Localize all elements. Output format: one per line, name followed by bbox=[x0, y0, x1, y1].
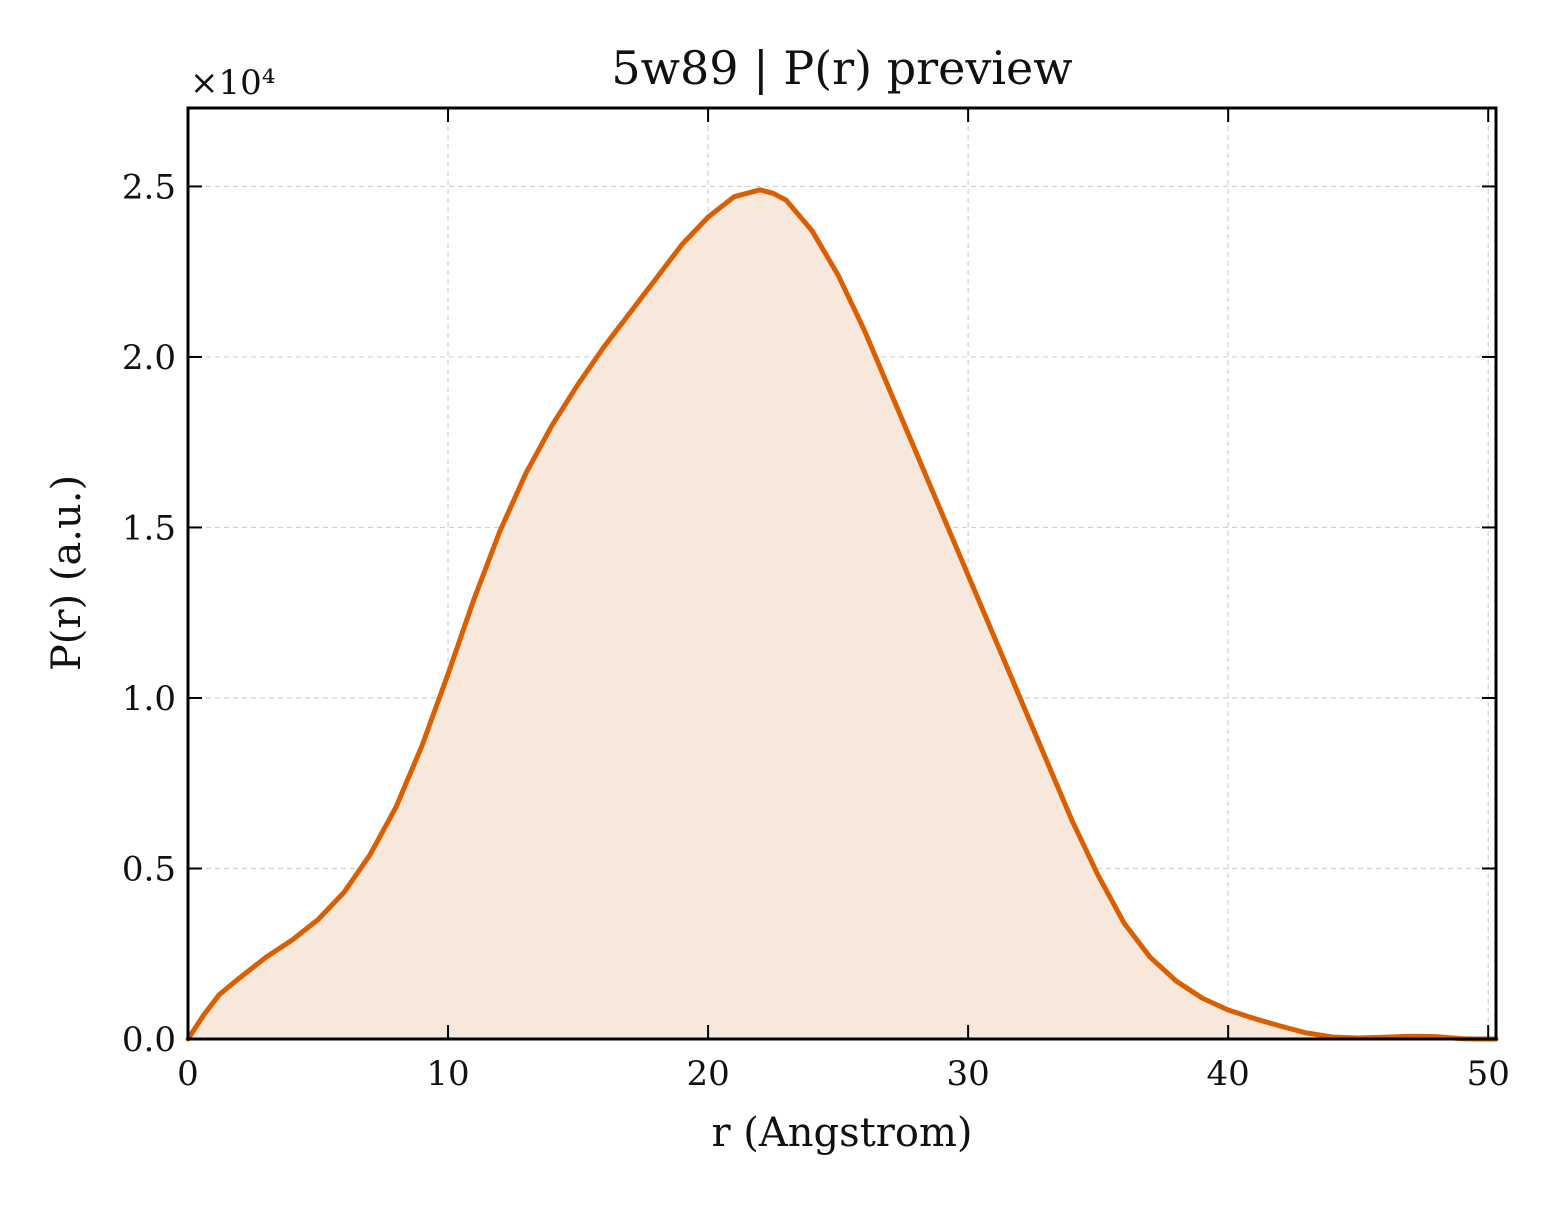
area-fill bbox=[188, 189, 1496, 1040]
y-tick-label: 0.0 bbox=[122, 1020, 176, 1060]
y-tick-label: 2.0 bbox=[122, 338, 176, 378]
tick-layer: 0 10 20 30 40 50 0.0 0.5 1.0 1.5 2.0 2.5 bbox=[122, 108, 1510, 1094]
y-tick-label: 1.0 bbox=[122, 679, 176, 719]
y-tick-label: 2.5 bbox=[122, 167, 176, 207]
series-line bbox=[185, 187, 1499, 1042]
y-multiplier-label: ×10⁴ bbox=[190, 63, 275, 103]
x-tick-label: 0 bbox=[177, 1054, 199, 1094]
x-tick-label: 50 bbox=[1467, 1054, 1510, 1094]
x-tick-label: 30 bbox=[946, 1054, 989, 1094]
y-tick-label: 0.5 bbox=[122, 849, 176, 889]
x-tick-label: 10 bbox=[426, 1054, 469, 1094]
y-tick-label: 1.5 bbox=[122, 508, 176, 548]
x-tick-label: 40 bbox=[1207, 1054, 1250, 1094]
chart-title: 5w89 | P(r) preview bbox=[611, 41, 1072, 95]
plot-frame bbox=[186, 106, 1498, 1041]
y-axis-label: P(r) (a.u.) bbox=[44, 475, 90, 671]
x-axis-label: r (Angstrom) bbox=[711, 1110, 972, 1156]
x-tick-label: 20 bbox=[686, 1054, 729, 1094]
